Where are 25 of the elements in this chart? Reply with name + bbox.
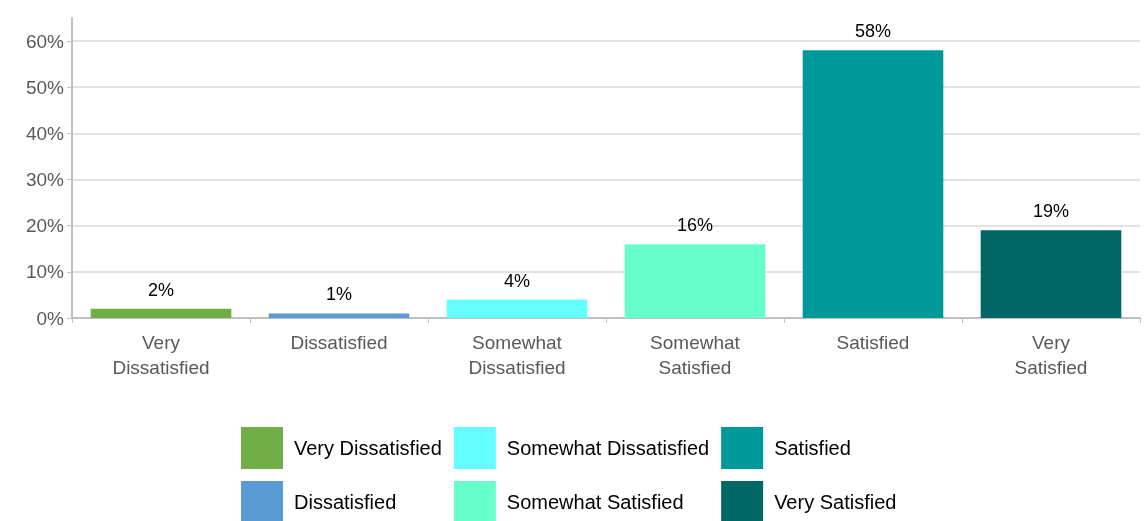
y-tick-label: 60%	[25, 30, 65, 52]
data-label: 16%	[676, 215, 714, 236]
data-label: 58%	[854, 21, 892, 42]
y-tick-label: 40%	[25, 122, 65, 144]
legend-label: Very Satisfied	[774, 491, 897, 513]
legend-label: Dissatisfied	[294, 491, 397, 513]
x-tick-label: Somewhat Satisfied	[650, 332, 741, 378]
legend-label: Very Dissatisfied	[294, 437, 442, 459]
data-label: 19%	[1032, 201, 1070, 222]
y-tick-label: 50%	[25, 76, 65, 98]
x-tick-label: Somewhat Dissatisfied	[468, 332, 566, 378]
y-tick-label: 30%	[25, 169, 65, 191]
x-tick-label: Satisfied	[836, 332, 910, 353]
x-tick-label: Very Satisfied	[1014, 332, 1088, 378]
y-tick-label: 0%	[36, 307, 65, 329]
legend-label: Somewhat Dissatisfied	[506, 437, 710, 459]
data-label: 1%	[325, 284, 353, 305]
data-label: 2%	[147, 279, 175, 300]
legend-label: Satisfied	[774, 437, 851, 459]
y-tick-label: 10%	[25, 261, 65, 283]
legend-label: Somewhat Satisfied	[506, 491, 684, 513]
x-tick-label: Dissatisfied	[290, 332, 388, 353]
x-tick-label: Very Dissatisfied	[112, 332, 210, 378]
y-tick-label: 20%	[25, 215, 65, 237]
data-label: 4%	[503, 270, 531, 291]
